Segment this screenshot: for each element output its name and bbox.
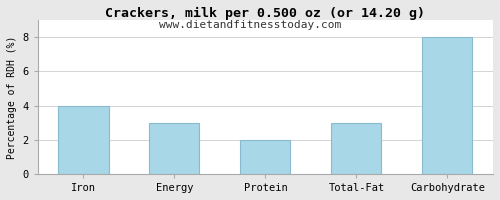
- Text: www.dietandfitnesstoday.com: www.dietandfitnesstoday.com: [159, 20, 341, 30]
- Bar: [332, 123, 382, 174]
- Bar: [422, 37, 472, 174]
- Bar: [58, 106, 108, 174]
- Bar: [150, 123, 200, 174]
- Bar: [240, 140, 290, 174]
- Y-axis label: Percentage of RDH (%): Percentage of RDH (%): [7, 35, 17, 159]
- Title: Crackers, milk per 0.500 oz (or 14.20 g): Crackers, milk per 0.500 oz (or 14.20 g): [106, 7, 426, 20]
